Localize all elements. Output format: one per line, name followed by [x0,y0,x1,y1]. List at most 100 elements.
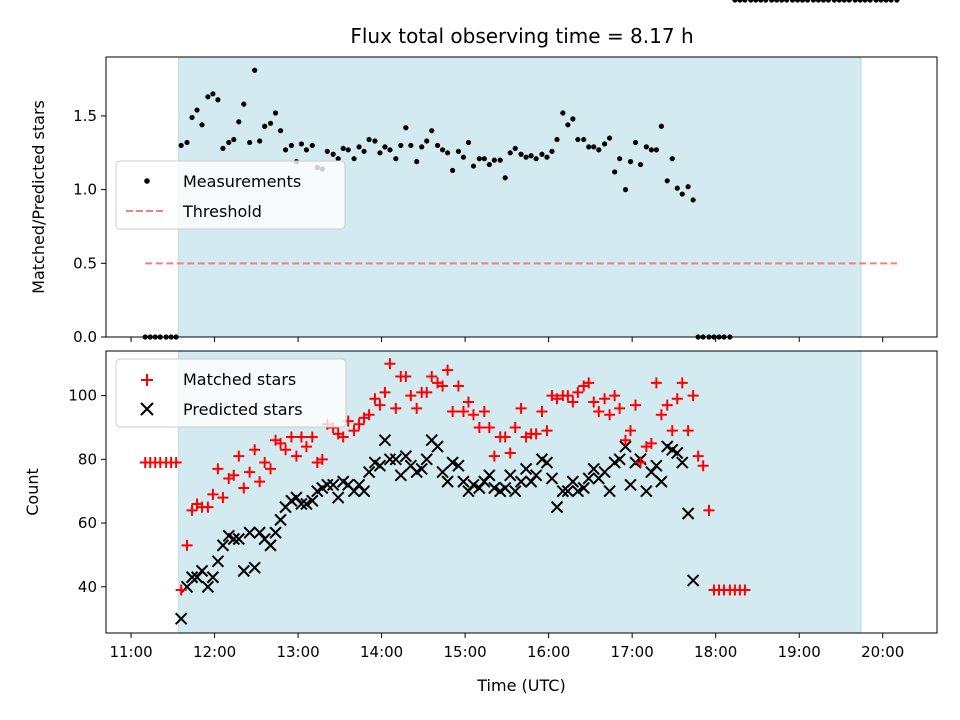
measurement-point [231,136,237,143]
matched-point [400,370,412,382]
matched-point [285,431,297,443]
measurement-point [361,148,367,154]
matched-point [645,437,657,449]
measurement-point [267,120,274,126]
matched-point [504,447,516,459]
measurement-point [544,154,550,160]
legend-predicted-marker [140,402,154,416]
matched-point [478,406,490,418]
matched-point [697,460,709,472]
predicted-point [504,469,517,482]
matched-point [249,444,261,456]
matched-point [583,377,595,389]
predicted-point [264,539,277,552]
measurement-point [356,144,362,150]
measurement-point [476,156,482,162]
measurement-point [205,94,211,100]
x-tick-label-6: 17:00 [611,643,654,661]
predicted-point [671,446,684,460]
measurement-point [862,0,868,3]
matched-point [275,437,287,449]
measurement-point [570,116,576,122]
measurement-point [648,147,654,153]
x-tick-label-1: 12:00 [193,643,236,661]
matched-point [233,450,245,462]
measurement-point [591,144,597,150]
matched-point [488,450,500,462]
predicted-point [529,469,543,482]
predicted-point [577,481,590,495]
top-ytick-label-0: 0.0 [73,328,97,346]
measurement-point [449,167,456,174]
measurement-point [888,0,894,3]
measurement-point [298,141,305,147]
measurement-point [377,150,383,156]
measurement-point [804,0,811,3]
predicted-point [216,539,230,552]
predicted-point [483,469,496,482]
predicted-point [195,564,209,578]
predicted-point [452,459,465,472]
measurement-point [539,151,545,157]
predicted-point [357,484,371,498]
measurement-point [226,139,232,146]
x-tick-label-8: 19:00 [778,643,821,661]
matched-point [426,370,438,382]
measurement-point [330,151,336,157]
top-ytick-label-1: 0.5 [73,254,97,272]
measurement-point [414,159,420,165]
measurement-point [753,0,759,3]
measurement-point [637,161,644,168]
matched-point [536,406,548,418]
measurement-point [486,161,492,168]
predicted-point [587,462,600,476]
matched-point [228,469,240,481]
measurement-point [340,145,346,151]
matched-point [442,364,454,376]
predicted-point [514,475,528,488]
measurement-point [758,0,764,3]
legend-threshold-label: Threshold [182,202,262,221]
predicted-point [509,484,522,498]
measurement-point [627,159,634,165]
predicted-point [613,453,626,466]
measurement-point [345,147,351,153]
measurement-point [518,151,524,157]
legend-predicted-label: Predicted stars [183,400,303,419]
matched-point [609,390,621,402]
measurement-point [560,110,566,116]
bottom-legend-box [115,358,347,428]
matched-point [619,434,631,446]
measurement-point [408,142,414,149]
matched-point [593,406,605,418]
matched-point [462,396,474,408]
measurement-point [303,147,310,153]
measurement-point [841,0,847,3]
measurement-point [643,144,649,150]
x-axis-label: Time (UTC) [476,676,565,695]
matched-point [499,431,511,443]
measurement-point [351,156,357,162]
matched-point [300,441,312,453]
predicted-point [624,478,637,492]
measurement-point [424,138,430,144]
predicted-point [211,555,225,568]
bottom-ytick-label-3: 100 [68,387,97,405]
matched-point [530,428,542,440]
predicted-point [566,475,580,488]
measurement-point [512,145,518,151]
top-legend-box [115,160,346,230]
measurement-point [575,136,581,143]
bottom-ytick-label-0: 40 [78,578,97,596]
legend-matched-marker [141,374,153,386]
matched-point [306,431,318,443]
matched-point [452,380,464,392]
matched-point [390,402,402,414]
matched-point [635,457,647,469]
matched-point [348,425,360,437]
measurement-point [883,0,889,3]
matched-point [202,501,214,513]
measurement-point [382,144,388,150]
matched-point [588,396,600,408]
